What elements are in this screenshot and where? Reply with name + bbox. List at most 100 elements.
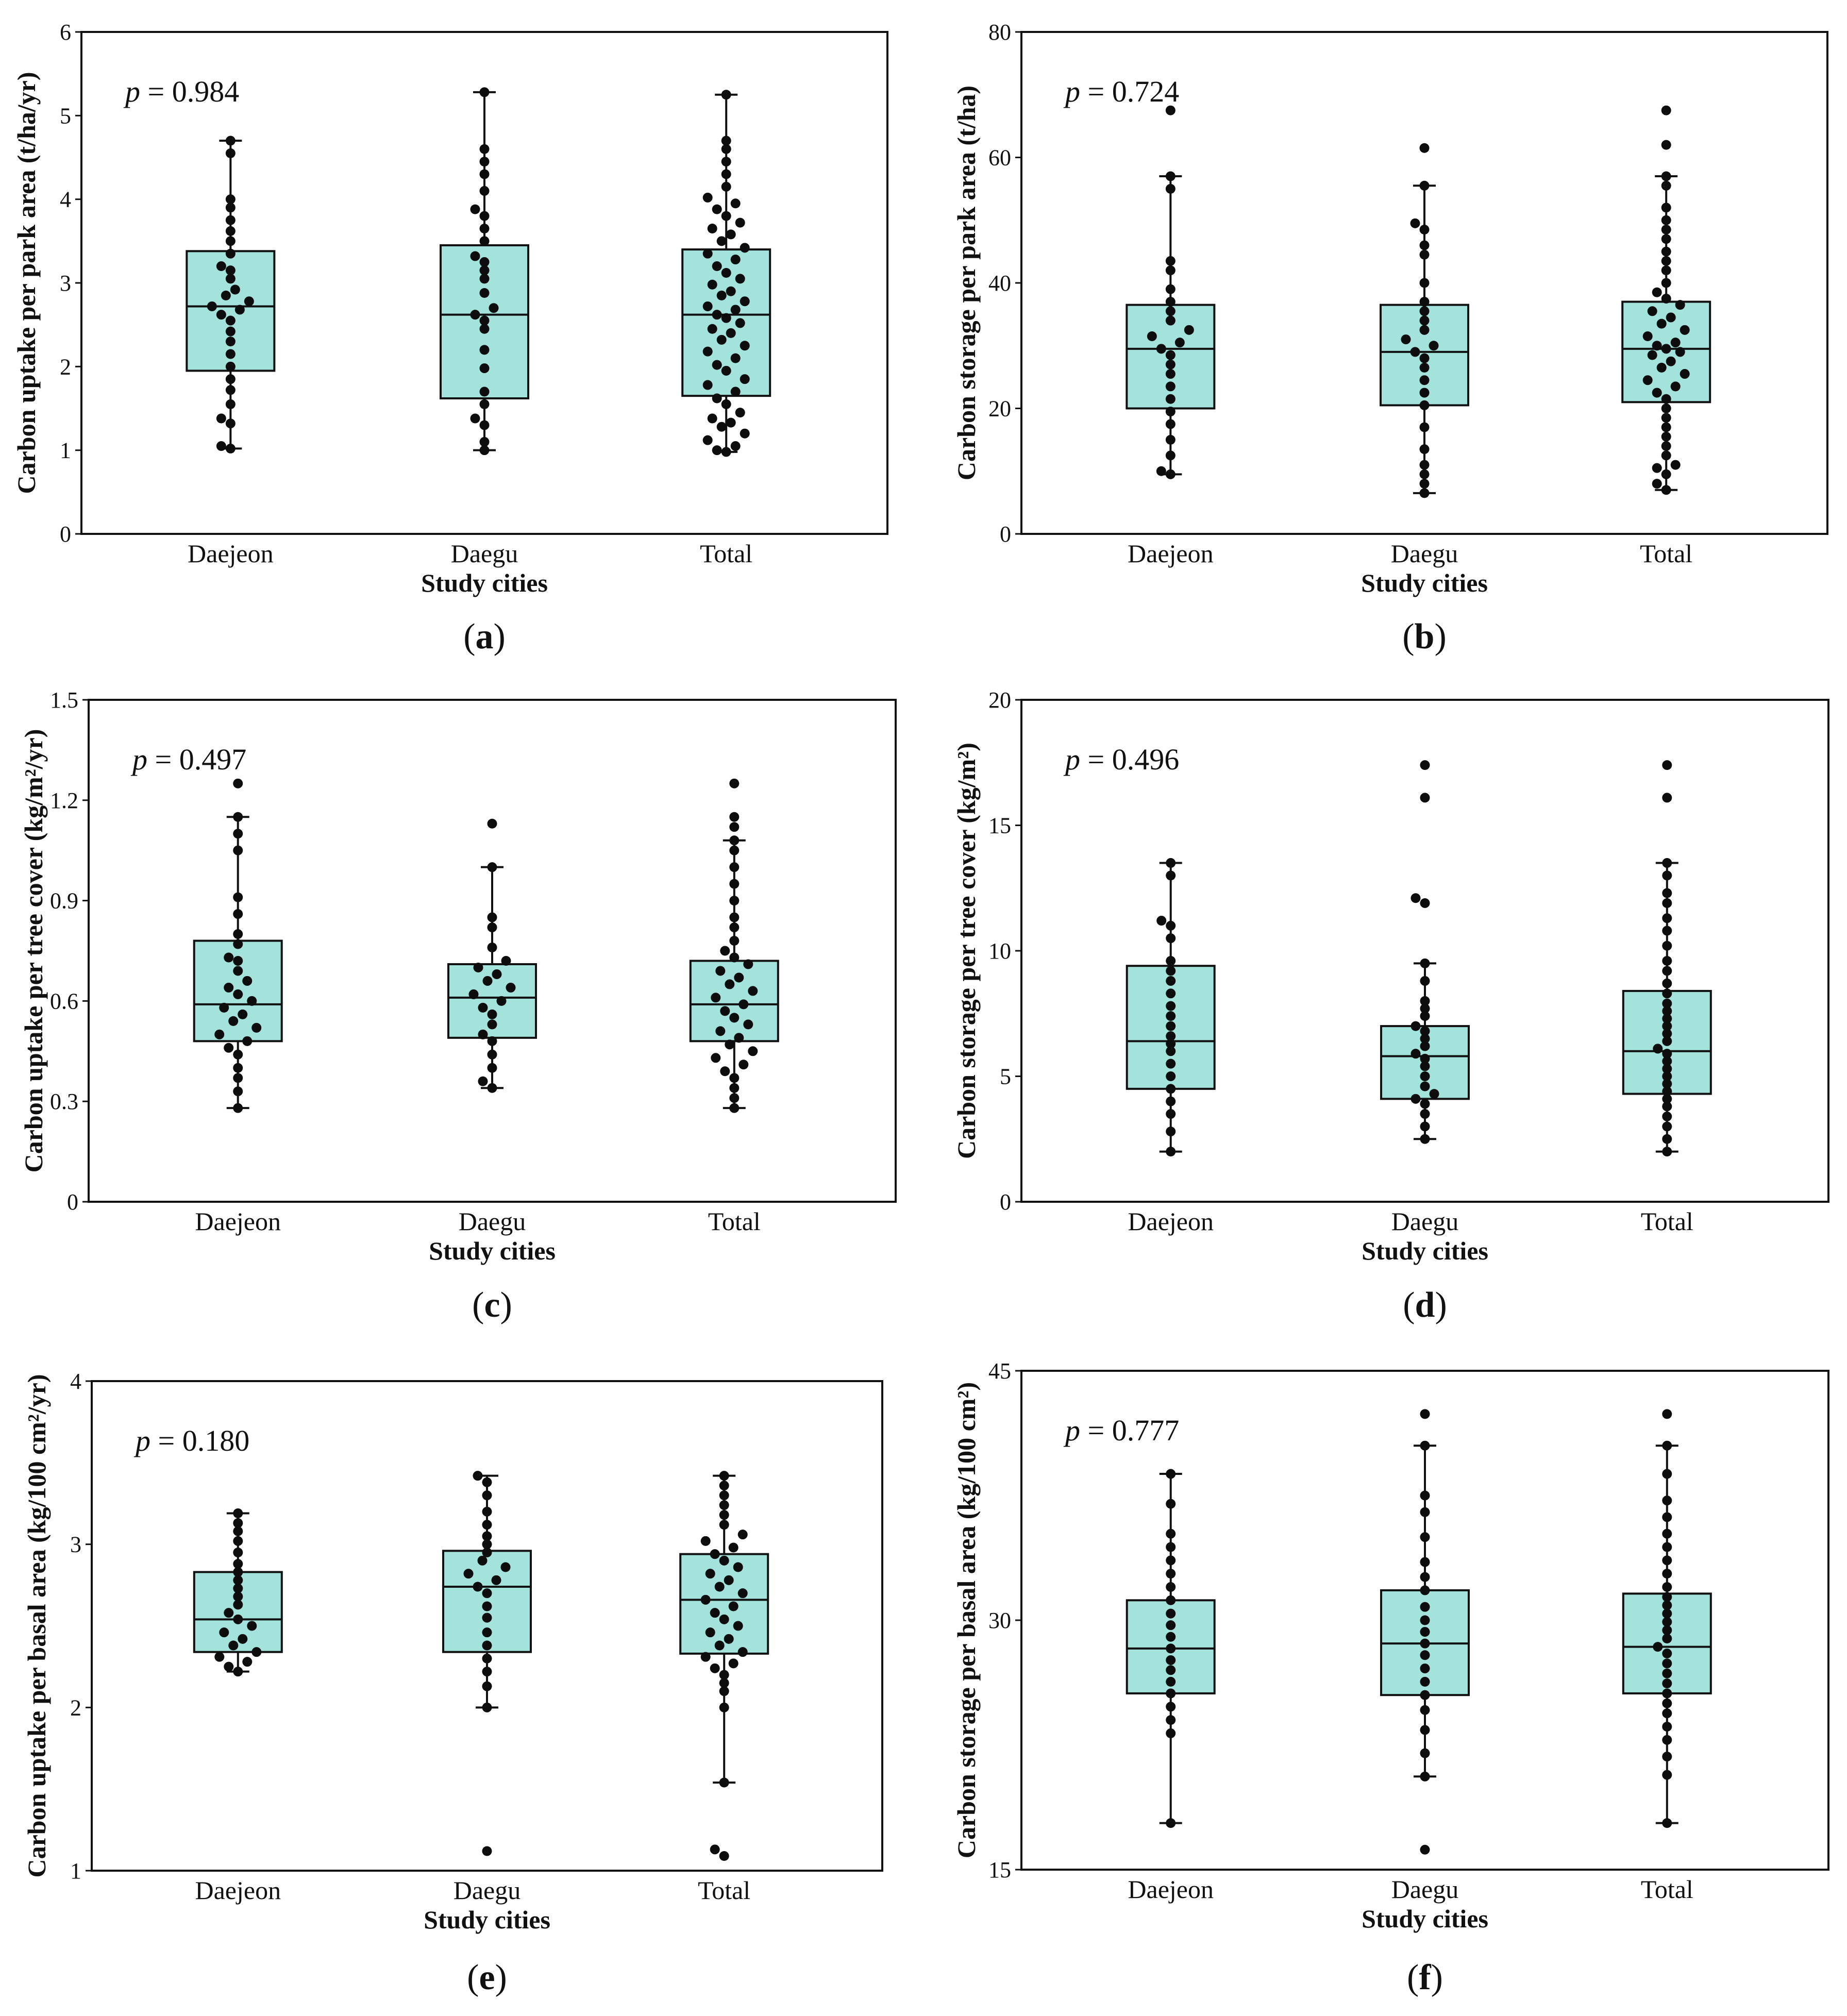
data-point (225, 274, 236, 284)
data-point (233, 1063, 243, 1073)
panel-a: 0 1 2 3 4 5 6 Carbon uptake per park area (t/ha… (12, 20, 888, 657)
data-point (1670, 381, 1681, 392)
data-point (482, 1681, 492, 1691)
data-point (1662, 1649, 1672, 1659)
data-point (1419, 469, 1430, 479)
data-point (737, 1588, 748, 1599)
data-point (233, 939, 243, 949)
data-point (479, 236, 490, 246)
data-point (1419, 362, 1430, 373)
data-point (1670, 460, 1681, 470)
data-point (1420, 1572, 1430, 1582)
data-point (702, 192, 713, 203)
data-point (1661, 105, 1671, 115)
data-point (712, 261, 722, 272)
data-point (734, 972, 744, 983)
data-point (487, 1019, 497, 1030)
data-point (225, 194, 236, 205)
data-point (482, 1640, 492, 1651)
data-point (1662, 1409, 1672, 1419)
data-point (1661, 215, 1671, 225)
data-point (1156, 916, 1167, 926)
data-point (1675, 300, 1685, 310)
data-point (1166, 1582, 1176, 1592)
data-point (1166, 1071, 1176, 1081)
data-point (712, 204, 722, 214)
data-point (712, 393, 722, 404)
data-point (711, 1053, 721, 1063)
data-point (482, 1627, 492, 1638)
y-tick-label: 40 (988, 271, 1011, 296)
data-point (1411, 893, 1421, 903)
data-point (1420, 1705, 1430, 1715)
data-point (1165, 419, 1176, 429)
data-point (1166, 1038, 1176, 1049)
data-point (233, 1559, 243, 1569)
data-point (702, 346, 713, 357)
data-point (1662, 1625, 1672, 1635)
data-point (1680, 369, 1690, 379)
data-point (1662, 888, 1672, 898)
data-point (1166, 1655, 1176, 1665)
data-point (1662, 1600, 1672, 1610)
p-value-label: p = 0.724 (1063, 75, 1179, 108)
x-axis-title: Study cities (429, 1236, 556, 1265)
data-point (1166, 1608, 1176, 1619)
data-point (491, 1575, 501, 1585)
data-point (1419, 325, 1430, 335)
y-tick-label: 20 (988, 396, 1011, 422)
data-point (1419, 388, 1430, 398)
data-point (1656, 362, 1667, 373)
data-point (1661, 278, 1671, 288)
data-point (1420, 1664, 1430, 1674)
data-point (702, 248, 713, 259)
data-point (1184, 325, 1194, 335)
x-tick-label: Daejeon (195, 1207, 281, 1236)
data-point (1419, 479, 1430, 489)
data-point (1419, 315, 1430, 326)
y-tick-label: 0.9 (50, 888, 78, 914)
data-point (721, 144, 731, 154)
data-point (1166, 1499, 1176, 1509)
y-tick-label: 6 (60, 20, 71, 45)
data-point (1420, 1033, 1430, 1044)
box-total (689, 778, 779, 1113)
data-point (1661, 469, 1671, 479)
data-point (1166, 976, 1176, 986)
data-point (1420, 1771, 1430, 1782)
data-point (720, 946, 730, 956)
data-point (479, 420, 490, 430)
data-point (225, 399, 236, 409)
data-point (1147, 331, 1157, 341)
box-daejeon (1126, 1469, 1216, 1828)
data-point (1661, 422, 1671, 432)
box-daejeon (193, 1508, 283, 1677)
data-point (482, 1477, 492, 1487)
y-axis-title: Carbon uptake per tree cover (kg/m²/yr) (19, 729, 48, 1173)
data-point (487, 1036, 497, 1046)
data-point (1429, 1089, 1439, 1099)
box-daegu (1380, 760, 1470, 1144)
data-point (1420, 1725, 1430, 1735)
data-point (1662, 1592, 1672, 1602)
x-tick-label: Daegu (459, 1207, 526, 1236)
data-point (224, 952, 234, 963)
data-point (477, 1555, 488, 1566)
data-point (1166, 1469, 1176, 1479)
data-point (702, 435, 713, 445)
data-point (719, 1481, 729, 1491)
data-point (230, 284, 240, 295)
data-point (479, 87, 490, 97)
data-point (1419, 225, 1430, 235)
data-point (1166, 1001, 1176, 1011)
data-point (1647, 350, 1657, 360)
data-point (1662, 1049, 1672, 1059)
data-point (1662, 1678, 1672, 1689)
y-tick-label: 30 (988, 1608, 1011, 1633)
data-point (1662, 913, 1672, 923)
data-point (1662, 998, 1672, 1009)
data-point (242, 976, 253, 986)
box-total (679, 1471, 769, 1861)
data-point (225, 236, 236, 246)
